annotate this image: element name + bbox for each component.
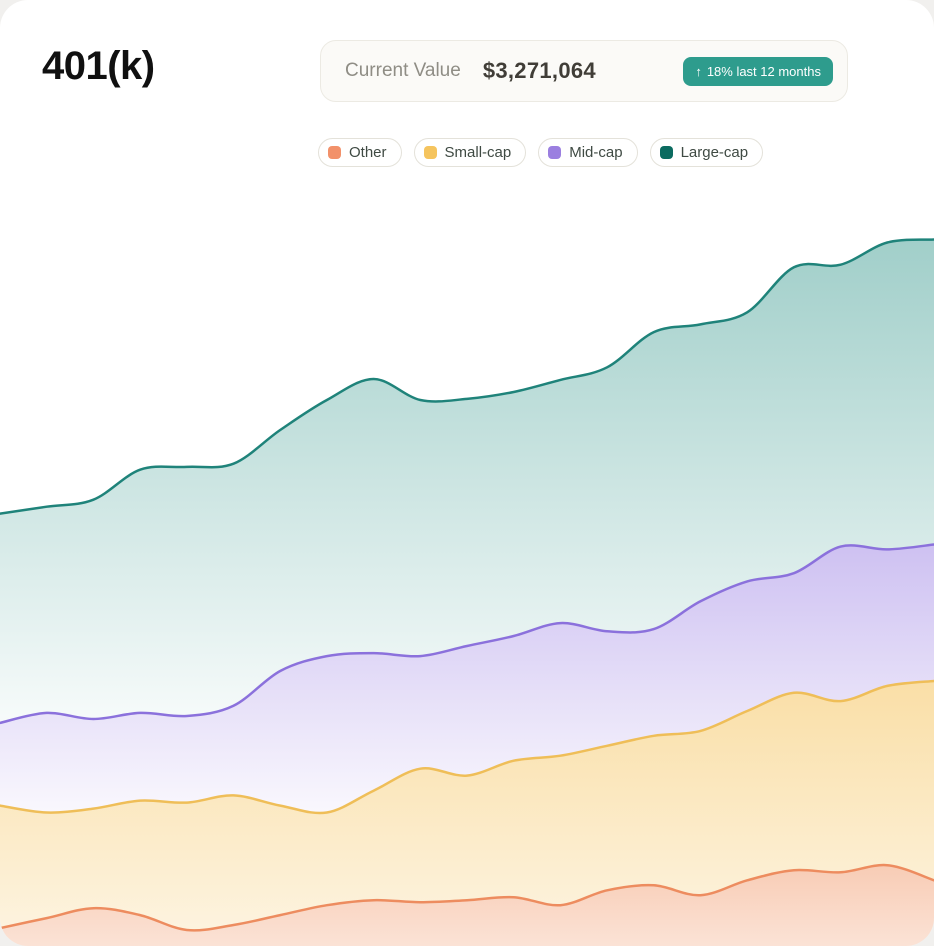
legend-swatch-icon bbox=[328, 146, 341, 159]
legend: Other Small-cap Mid-cap Large-cap bbox=[318, 138, 764, 167]
stacked-area-chart bbox=[0, 190, 934, 946]
legend-item-large-cap[interactable]: Large-cap bbox=[649, 138, 764, 167]
legend-label: Mid-cap bbox=[569, 144, 623, 161]
current-value-card: Current Value $3,271,064 ↑ 18% last 12 m… bbox=[320, 40, 848, 102]
legend-swatch-icon bbox=[659, 146, 673, 159]
series-line-large-cap bbox=[0, 238, 934, 515]
legend-label: Other bbox=[349, 144, 387, 161]
legend-label: Large-cap bbox=[680, 144, 749, 161]
legend-swatch-icon bbox=[548, 146, 562, 159]
legend-swatch-icon bbox=[423, 146, 437, 159]
legend-label: Small-cap bbox=[444, 144, 512, 161]
legend-item-small-cap[interactable]: Small-cap bbox=[413, 138, 527, 167]
current-value-amount: $3,271,064 bbox=[482, 58, 596, 83]
area-band-small-cap bbox=[0, 681, 934, 931]
current-value-label: Current Value bbox=[345, 60, 461, 81]
growth-badge: ↑ 18% last 12 months bbox=[683, 56, 833, 86]
series-line-small-cap bbox=[0, 679, 934, 815]
series-line-other bbox=[0, 863, 934, 932]
area-band-mid-cap bbox=[0, 544, 934, 814]
area-band-large-cap bbox=[0, 239, 934, 723]
growth-badge-label: 18% last 12 months bbox=[706, 63, 821, 79]
legend-item-mid-cap[interactable]: Mid-cap bbox=[538, 138, 638, 167]
page-title: 401(k) bbox=[42, 44, 155, 88]
legend-item-other[interactable]: Other bbox=[318, 138, 402, 167]
series-line-mid-cap bbox=[0, 543, 934, 725]
up-arrow-icon: ↑ bbox=[695, 63, 702, 79]
